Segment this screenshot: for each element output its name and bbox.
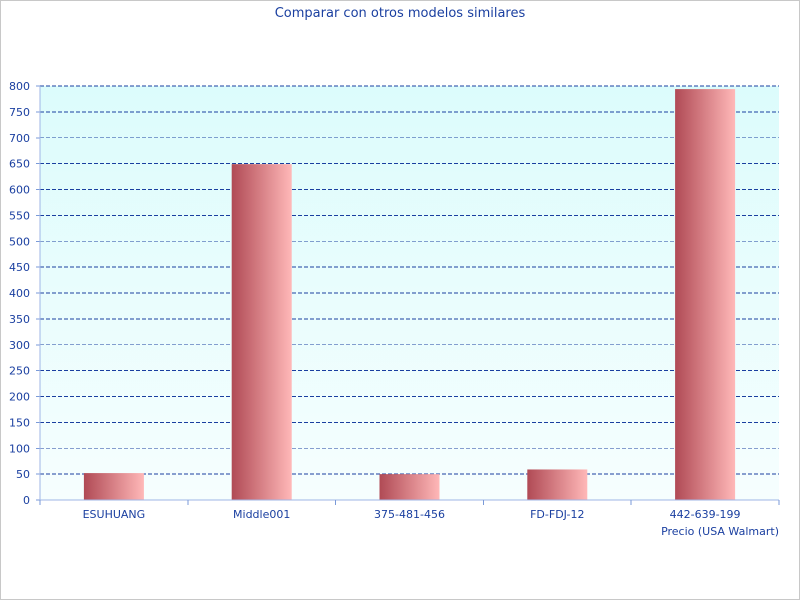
- y-tick-label: 200: [9, 391, 30, 404]
- x-tick-label: 442-639-199: [670, 508, 741, 521]
- y-tick-label: 700: [9, 132, 30, 145]
- y-tick-labels: 0 50 100 150 200 250 300 350 400 450 500 550 600 650 7…: [9, 80, 30, 507]
- bars: [83, 89, 736, 500]
- bar: [527, 469, 588, 500]
- bar: [231, 164, 292, 500]
- y-tick-label: 400: [9, 287, 30, 300]
- x-tick-label: 375-481-456: [374, 508, 445, 521]
- y-tick-label: 800: [9, 80, 30, 93]
- x-tick-labels: ESUHUANG Middle001 375-481-456 FD-FDJ-12 442…: [83, 508, 741, 521]
- chart-title: Comparar con otros modelos similares: [275, 6, 526, 21]
- y-tick-label: 650: [9, 158, 30, 171]
- bar: [675, 89, 736, 500]
- y-tick-label: 350: [9, 313, 30, 326]
- axes: [39, 86, 780, 505]
- y-tick-label: 250: [9, 365, 30, 378]
- y-tick-label: 450: [9, 261, 30, 274]
- x-axis-label: Precio (USA Walmart): [661, 525, 779, 538]
- y-tick-label: 750: [9, 106, 30, 119]
- x-tick-label: ESUHUANG: [83, 508, 146, 521]
- y-tick-label: 100: [9, 442, 30, 455]
- y-tick-label: 0: [23, 494, 30, 507]
- y-tick-label: 550: [9, 209, 30, 222]
- bar: [83, 473, 144, 500]
- y-tick-label: 300: [9, 339, 30, 352]
- y-tick-label: 500: [9, 235, 30, 248]
- x-tick-label: Middle001: [233, 508, 290, 521]
- gridlines: [36, 85, 779, 501]
- y-tick-label: 150: [9, 416, 30, 429]
- x-tick-label: FD-FDJ-12: [530, 508, 584, 521]
- y-tick-label: 50: [16, 468, 30, 481]
- bar: [379, 474, 440, 500]
- y-tick-label: 600: [9, 184, 30, 197]
